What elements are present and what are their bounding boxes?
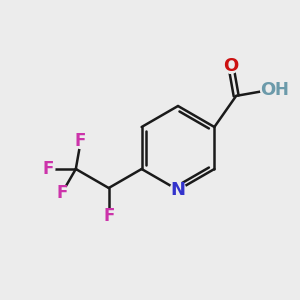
Circle shape (224, 59, 238, 73)
Text: N: N (170, 181, 185, 199)
Circle shape (55, 186, 69, 200)
Circle shape (74, 134, 88, 148)
Text: F: F (56, 184, 68, 202)
Text: O: O (260, 81, 275, 99)
Circle shape (170, 182, 186, 198)
Text: F: F (42, 160, 53, 178)
Text: F: F (75, 132, 86, 150)
Text: H: H (275, 81, 289, 99)
Circle shape (41, 162, 55, 176)
Circle shape (102, 209, 116, 223)
Text: O: O (223, 57, 238, 75)
Circle shape (261, 83, 275, 97)
Text: F: F (103, 207, 114, 225)
